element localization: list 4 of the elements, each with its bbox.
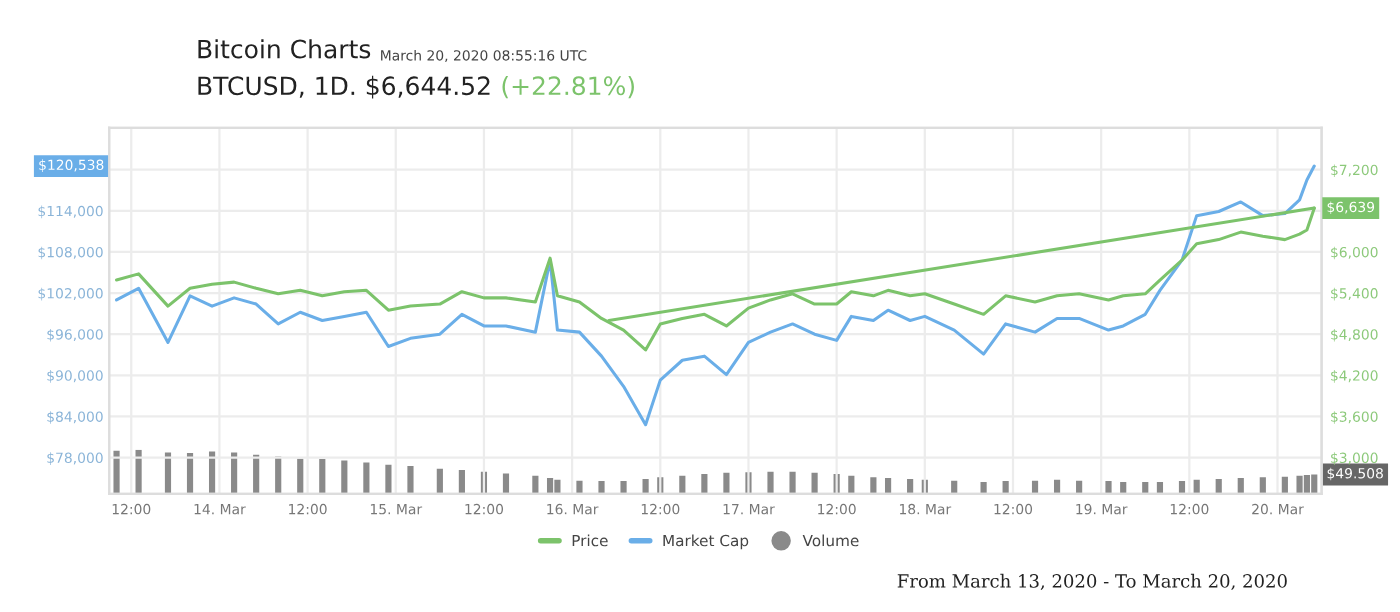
text: (+22.81%): [502, 75, 634, 99]
chart-title: Bitcoin Charts: [198, 39, 371, 59]
text: From March 13, 2020 - To March 20, 2020: [897, 573, 1287, 590]
chart-subtitle: BTCUSD, 1D. $6,644.52: [198, 75, 490, 99]
